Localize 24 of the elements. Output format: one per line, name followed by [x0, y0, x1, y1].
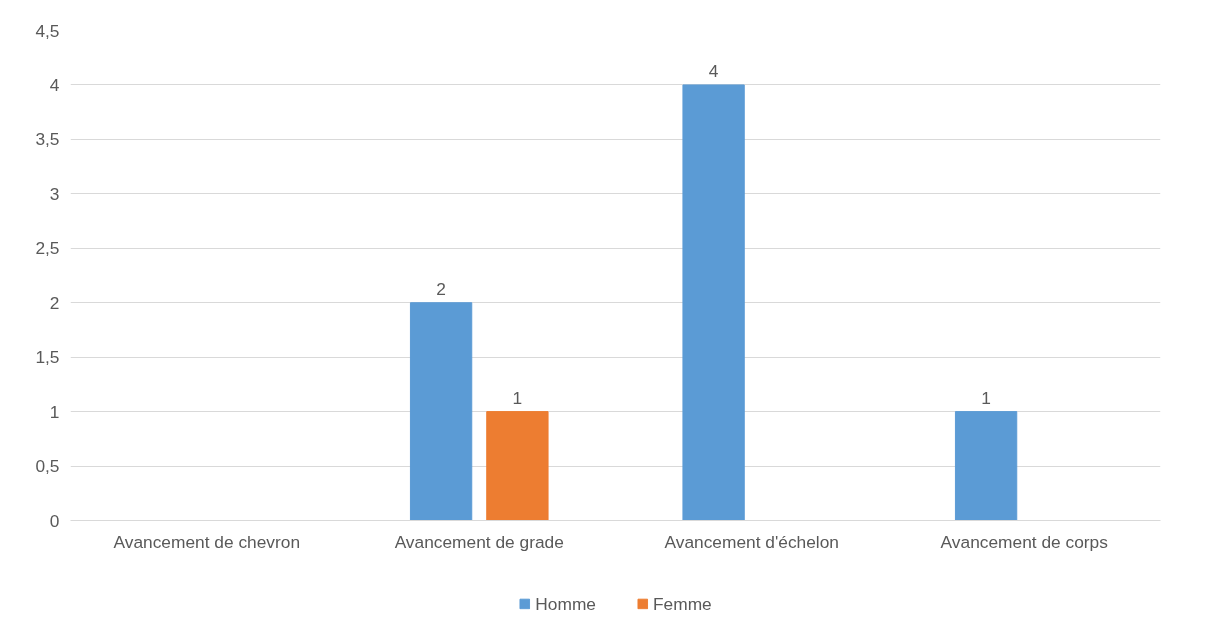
legend-label: Femme	[652, 593, 712, 614]
y-tick-label: 1,5	[35, 347, 60, 368]
y-tick-label: 4,5	[35, 20, 60, 41]
y-tick-label: 2,5	[35, 238, 60, 259]
y-tick-label: 4	[49, 74, 60, 95]
bar	[486, 411, 549, 521]
bar	[682, 84, 745, 521]
y-tick-label: 0	[49, 510, 60, 531]
bar	[954, 411, 1018, 521]
y-tick-label: 3,5	[35, 129, 60, 150]
data-label: 2	[436, 278, 446, 299]
legend-label: Homme	[535, 593, 596, 614]
y-tick-label: 1	[49, 401, 60, 422]
data-label: 1	[512, 387, 523, 408]
x-tick-label: Avancement de chevron	[113, 531, 301, 552]
y-tick-label: 0,5	[35, 456, 60, 477]
x-tick-label: Avancement de corps	[940, 531, 1109, 552]
x-tick-label: Avancement de grade	[394, 531, 564, 552]
data-label: 1	[981, 387, 991, 408]
y-tick-label: 2	[49, 292, 60, 313]
bar	[409, 302, 473, 521]
data-label: 4	[708, 60, 719, 81]
y-tick-label: 3	[49, 183, 60, 204]
x-tick-label: Avancement d'échelon	[664, 531, 839, 552]
